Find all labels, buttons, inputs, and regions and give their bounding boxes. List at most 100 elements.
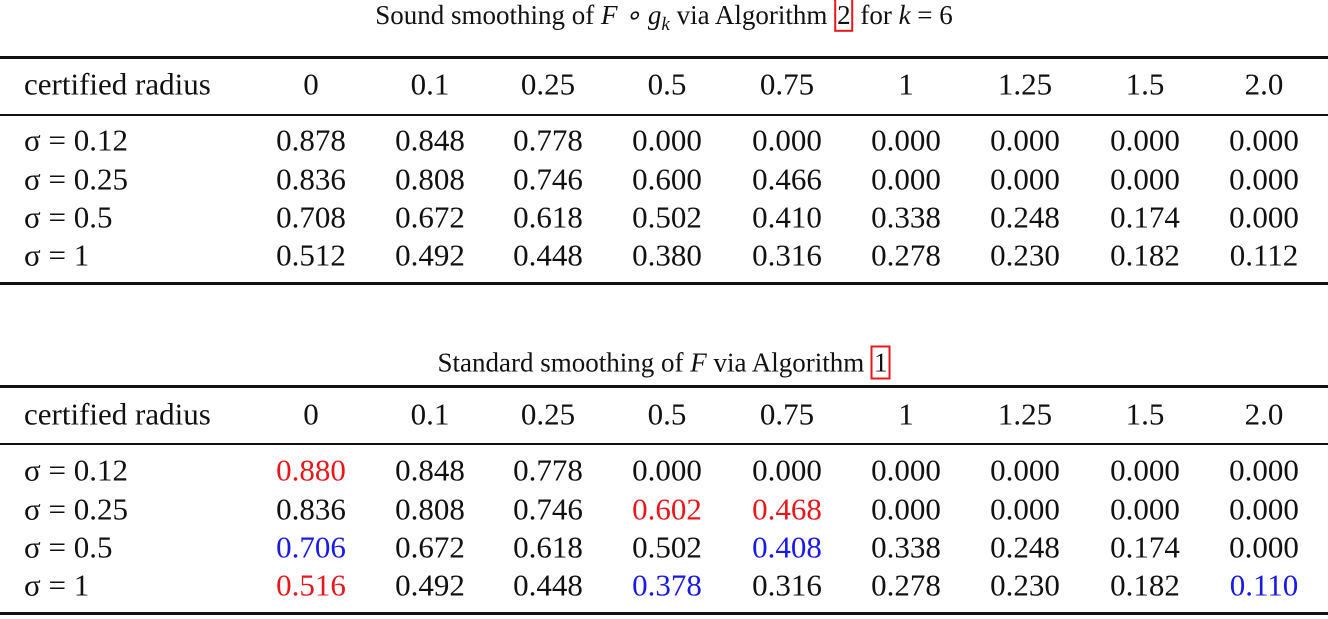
value-cell: 0.848: [395, 122, 465, 158]
value-cell: 0.618: [513, 529, 583, 565]
value-cell: 0.000: [871, 491, 941, 527]
value-cell: 0.502: [632, 199, 702, 235]
title-mid: via Algorithm: [706, 347, 871, 378]
value-cell: 0.000: [1229, 161, 1299, 197]
value-cell: 0.836: [276, 491, 346, 527]
header-cell: 0: [303, 66, 319, 102]
value-cell: 0.836: [276, 161, 346, 197]
value-cell: 0.000: [1110, 491, 1180, 527]
value-cell: 0.278: [871, 237, 941, 273]
row-label: σ = 0.12: [24, 452, 128, 488]
value-cell: 0.878: [276, 122, 346, 158]
value-cell: 0.778: [513, 122, 583, 158]
table-rule: [0, 281, 1328, 285]
header-cell: 0: [303, 396, 319, 432]
title-lead: Standard smoothing of: [437, 347, 691, 378]
row-label: σ = 0.25: [24, 161, 128, 197]
value-cell: 0.708: [276, 199, 346, 235]
value-cell: 0.466: [752, 161, 822, 197]
header-cell: 1.25: [997, 396, 1053, 432]
value-cell: 0.408: [752, 529, 822, 565]
value-cell: 0.746: [513, 161, 583, 197]
table-rule: [0, 384, 1328, 388]
value-cell: 0.174: [1110, 529, 1180, 565]
value-cell: 0.338: [871, 529, 941, 565]
value-cell: 0.778: [513, 452, 583, 488]
value-cell: 0.112: [1229, 237, 1299, 273]
value-cell: 0.000: [1110, 161, 1180, 197]
value-cell: 0.000: [632, 122, 702, 158]
value-cell: 0.182: [1110, 237, 1180, 273]
title-var: k: [898, 0, 911, 30]
value-cell: 0.248: [990, 199, 1060, 235]
value-cell: 0.808: [395, 491, 465, 527]
value-cell: 0.000: [990, 491, 1060, 527]
header-cell: 2.0: [1244, 396, 1284, 432]
table-title: Sound smoothing of F ∘ gk via Algorithm …: [375, 0, 953, 36]
value-cell: 0.706: [276, 529, 346, 565]
row-label: σ = 1: [24, 237, 90, 273]
value-cell: 0.174: [1110, 199, 1180, 235]
header-cell: certified radius: [24, 66, 211, 102]
value-cell: 0.182: [1110, 567, 1180, 603]
title-math: F: [690, 347, 707, 378]
row-label: σ = 0.12: [24, 122, 128, 158]
value-cell: 0.000: [871, 122, 941, 158]
title-mid: via Algorithm: [669, 0, 835, 30]
header-cell: 1.25: [997, 66, 1053, 102]
value-cell: 0.000: [752, 122, 822, 158]
header-cell: 0.25: [520, 66, 576, 102]
value-cell: 0.278: [871, 567, 941, 603]
value-cell: 0.672: [395, 529, 465, 565]
value-cell: 0.492: [395, 237, 465, 273]
title-tail: for: [853, 0, 899, 30]
value-cell: 0.230: [990, 237, 1060, 273]
value-cell: 0.672: [395, 199, 465, 235]
header-cell: 0.5: [647, 66, 687, 102]
table-rule: [0, 443, 1328, 445]
title-ref: 1: [870, 345, 891, 380]
title-sub: k: [661, 14, 670, 36]
header-cell: 0.5: [647, 396, 687, 432]
value-cell: 0.000: [632, 452, 702, 488]
value-cell: 0.000: [871, 161, 941, 197]
value-cell: 0.378: [632, 567, 702, 603]
header-cell: 1.5: [1125, 396, 1165, 432]
value-cell: 0.468: [752, 491, 822, 527]
value-cell: 0.000: [1110, 452, 1180, 488]
value-cell: 0.880: [276, 452, 346, 488]
value-cell: 0.000: [990, 161, 1060, 197]
table-title: Standard smoothing of F via Algorithm 1: [437, 345, 891, 380]
table-rule: [0, 611, 1328, 615]
header-cell: 0.25: [520, 396, 576, 432]
value-cell: 0.110: [1229, 567, 1299, 603]
value-cell: 0.602: [632, 491, 702, 527]
value-cell: 0.448: [513, 567, 583, 603]
row-label: σ = 0.5: [24, 529, 113, 565]
row-label: σ = 1: [24, 567, 90, 603]
header-cell: 0.75: [759, 396, 815, 432]
value-cell: 0.746: [513, 491, 583, 527]
value-cell: 0.848: [395, 452, 465, 488]
value-cell: 0.512: [276, 237, 346, 273]
value-cell: 0.380: [632, 237, 702, 273]
value-cell: 0.502: [632, 529, 702, 565]
value-cell: 0.000: [1229, 122, 1299, 158]
value-cell: 0.000: [1229, 452, 1299, 488]
value-cell: 0.000: [1229, 491, 1299, 527]
value-cell: 0.000: [1229, 529, 1299, 565]
value-cell: 0.448: [513, 237, 583, 273]
header-cell: 1: [898, 396, 914, 432]
value-cell: 0.000: [990, 122, 1060, 158]
title-lead: Sound smoothing of: [375, 0, 601, 30]
value-cell: 0.618: [513, 199, 583, 235]
header-cell: 0.1: [410, 396, 450, 432]
value-cell: 0.000: [871, 452, 941, 488]
value-cell: 0.492: [395, 567, 465, 603]
value-cell: 0.000: [990, 452, 1060, 488]
header-cell: 0.75: [759, 66, 815, 102]
table-rule: [0, 55, 1328, 59]
header-cell: 1: [898, 66, 914, 102]
value-cell: 0.000: [1110, 122, 1180, 158]
